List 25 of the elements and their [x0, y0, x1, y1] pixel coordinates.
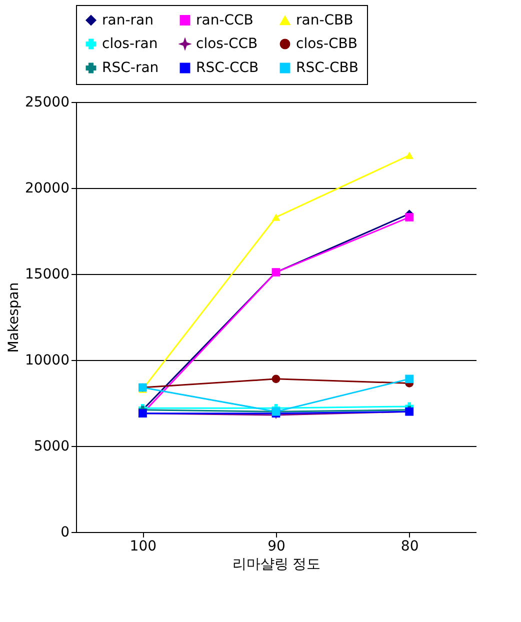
legend-label: RSC-ran: [102, 60, 159, 76]
y-tick-label: 20000: [24, 180, 70, 196]
x-tick-label: 90: [268, 538, 286, 554]
y-tick-label: 25000: [24, 94, 70, 110]
y-tick-label: 5000: [34, 438, 70, 454]
point: [405, 213, 414, 222]
legend-label: ran-CBB: [296, 12, 354, 28]
legend-label: ran-ran: [102, 12, 154, 28]
x-axis-title: 리마샬링 정도: [232, 556, 321, 572]
point: [405, 374, 414, 384]
y-tick-label: 15000: [24, 266, 70, 282]
legend-label: ran-CCB: [196, 12, 254, 28]
x-tick-label: 100: [130, 538, 157, 554]
point: [272, 214, 280, 221]
legend-label: clos-CBB: [296, 36, 358, 52]
x-tick-label: 80: [400, 538, 419, 554]
point: [272, 374, 280, 384]
y-tick-label: 0: [60, 524, 70, 540]
point: [405, 152, 414, 159]
y-axis-title: Makespan: [6, 282, 22, 353]
legend-label: RSC-CBB: [296, 60, 358, 76]
y-tick-label: 10000: [24, 352, 70, 368]
legend-label: clos-CCB: [196, 36, 258, 52]
legend-label: RSC-CCB: [196, 60, 259, 76]
legend-label: clos-ran: [102, 36, 158, 52]
